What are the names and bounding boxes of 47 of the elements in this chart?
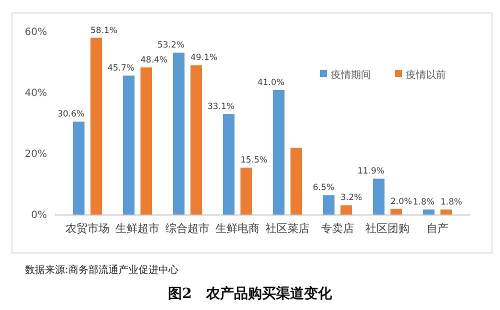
data-label: 53.2% xyxy=(157,40,184,51)
bar xyxy=(173,52,184,215)
data-label: 48.4% xyxy=(140,55,168,66)
data-label: 3.2% xyxy=(340,193,362,204)
y-tick-label: 0% xyxy=(31,210,47,221)
x-tick-label: 综合超市 xyxy=(166,222,210,235)
bar xyxy=(273,90,284,215)
x-tick-label: 农贸市场 xyxy=(66,222,110,235)
bar xyxy=(90,38,102,215)
data-label: 1.8% xyxy=(412,198,434,208)
y-tick-label: 40% xyxy=(24,88,47,99)
x-tick-label: 专卖店 xyxy=(321,222,354,235)
legend-label: 疫情以前 xyxy=(406,69,446,81)
data-label: 58.1% xyxy=(90,26,118,36)
x-tick-label: 社区菜店 xyxy=(266,222,310,235)
bar xyxy=(73,122,84,215)
data-label: 6.5% xyxy=(312,183,334,194)
data-label: 1.8% xyxy=(440,198,462,208)
bar xyxy=(423,210,434,215)
source-note: 数据来源:商务部流通产业促进中心 xyxy=(25,264,178,276)
bar xyxy=(290,148,302,215)
bar xyxy=(390,208,402,215)
bar xyxy=(323,195,334,215)
data-label: 30.6% xyxy=(57,110,84,120)
data-label: 45.7% xyxy=(107,64,134,74)
y-tick-label: 20% xyxy=(24,149,47,160)
bar xyxy=(123,76,134,215)
x-tick-label: 社区团购 xyxy=(366,222,410,235)
data-label: 15.5% xyxy=(240,156,268,166)
bar xyxy=(373,178,384,215)
bar xyxy=(223,114,234,215)
x-tick-label: 生鲜超市 xyxy=(116,222,160,235)
legend-label: 疫情期间 xyxy=(331,69,371,81)
bar xyxy=(190,65,202,215)
y-tick-label: 60% xyxy=(24,27,47,38)
bar xyxy=(440,210,452,215)
x-tick-label: 生鲜电商 xyxy=(216,222,260,235)
bar xyxy=(340,205,352,215)
data-label: 49.1% xyxy=(190,53,218,64)
text: 图2 农产品购买渠道变化 xyxy=(168,285,333,302)
data-label: 11.9% xyxy=(357,166,384,177)
bar xyxy=(240,168,252,215)
data-label: 33.1% xyxy=(207,102,234,112)
data-label: 41.0% xyxy=(257,78,284,88)
data-label: 2.0% xyxy=(390,196,412,207)
bar xyxy=(140,67,152,215)
x-tick-label: 自产 xyxy=(426,222,448,235)
